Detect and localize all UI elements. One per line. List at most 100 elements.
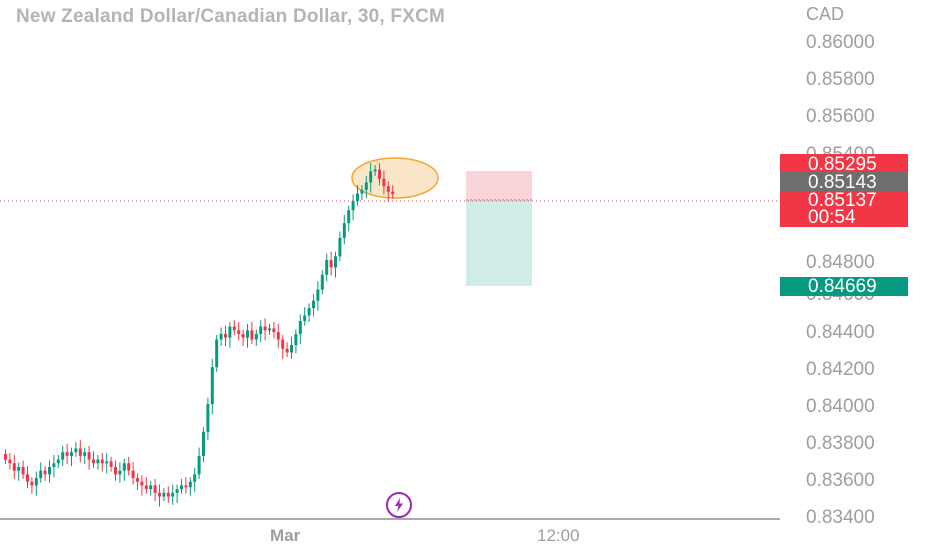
candle-body [56, 459, 60, 464]
candle-body [127, 463, 131, 471]
y-tick: 0.83600 [806, 470, 875, 491]
candle-body [325, 260, 329, 275]
candle-body [206, 404, 210, 432]
candle-body [30, 481, 34, 486]
candle-body [92, 459, 95, 464]
candle-body [78, 448, 82, 456]
x-tick-mar: Mar [270, 526, 301, 545]
current-price-label: 0.85137 00:54 [780, 191, 908, 227]
candle-body [39, 470, 43, 479]
candle-body [12, 463, 16, 471]
candle-body [281, 339, 285, 349]
x-tick-1200: 12:00 [537, 526, 580, 545]
candle-body [61, 452, 65, 460]
candle-body [184, 485, 188, 488]
candle-body [140, 481, 144, 486]
candle-body [188, 481, 192, 488]
candle-body [342, 223, 346, 238]
y-tick: 0.83400 [806, 507, 875, 528]
stop-price-label: 0.85295 [780, 154, 908, 175]
candle-body [298, 321, 302, 334]
candles-group [4, 163, 395, 507]
candle-body [254, 333, 258, 340]
candle-body [268, 328, 271, 331]
candle-body [131, 470, 135, 479]
candle-body [215, 339, 219, 368]
candle-body [70, 452, 73, 456]
chart-title: New Zealand Dollar/Canadian Dollar, 30, … [16, 6, 446, 27]
candle-body [307, 308, 311, 316]
candle-body [303, 315, 307, 322]
candle-body [250, 330, 254, 340]
candle-body [21, 466, 25, 475]
candle-body [373, 169, 377, 172]
y-tick: 0.86000 [806, 32, 875, 53]
candle-body [100, 459, 104, 464]
flash-icon-glyph [395, 498, 403, 512]
y-tick: 0.85800 [806, 69, 875, 90]
candle-body [276, 332, 280, 340]
candle-body [259, 326, 263, 334]
candle-body [105, 461, 109, 464]
candle-body [136, 478, 139, 482]
candle-body [351, 200, 355, 211]
candle-body [8, 459, 12, 464]
bar-countdown: 00:54 [808, 207, 856, 228]
candle-body [109, 461, 113, 467]
candle-body [17, 466, 21, 471]
candle-body [334, 256, 337, 268]
candle-body [364, 182, 368, 190]
candle-body [87, 452, 91, 460]
candle-body [144, 485, 148, 490]
candle-body [360, 189, 364, 194]
flash-icon[interactable] [386, 492, 412, 518]
candle-body [4, 454, 7, 460]
y-tick: 0.84200 [806, 359, 875, 380]
candle-body [43, 470, 47, 475]
candle-body [219, 333, 223, 340]
candle-body [171, 492, 175, 497]
candle-body [149, 485, 153, 490]
candle-body [290, 345, 293, 353]
y-tick: 0.85600 [806, 106, 875, 127]
current-price-value: 0.85137 [808, 190, 877, 211]
candle-body [316, 289, 320, 301]
candle-body [386, 186, 390, 192]
candle-body [52, 463, 56, 467]
target-price-label: 0.84669 [780, 277, 908, 296]
candle-body [166, 492, 170, 497]
highlight-ellipse[interactable] [351, 157, 439, 199]
candle-body [34, 478, 38, 486]
candle-body [153, 485, 157, 493]
candle-body [210, 367, 214, 405]
candle-body [162, 492, 166, 497]
y-tick: 0.84800 [806, 252, 875, 273]
candle-body [118, 470, 122, 475]
candle-body [382, 178, 386, 187]
candle-body [285, 348, 289, 353]
candle-body [83, 452, 87, 456]
candle-body [246, 330, 249, 338]
candle-body [193, 474, 197, 482]
candle-body [232, 326, 236, 331]
candle-body [237, 330, 241, 334]
candle-body [158, 492, 161, 497]
take-profit-zone[interactable] [466, 200, 532, 286]
candle-body [175, 489, 179, 493]
candle-body [272, 328, 276, 333]
candle-body [356, 193, 359, 201]
candle-body [122, 463, 126, 471]
candle-body [114, 466, 117, 475]
candle-body [74, 448, 78, 453]
candle-body [320, 274, 324, 290]
candle-body [65, 452, 69, 456]
candle-body [180, 485, 183, 490]
candle-body [391, 191, 395, 195]
candle-body [26, 474, 29, 482]
candle-body [241, 333, 245, 338]
stop-loss-zone[interactable] [466, 171, 532, 200]
axis-currency-label: CAD [806, 4, 845, 24]
candle-body [338, 237, 342, 257]
candle-body [96, 459, 100, 464]
